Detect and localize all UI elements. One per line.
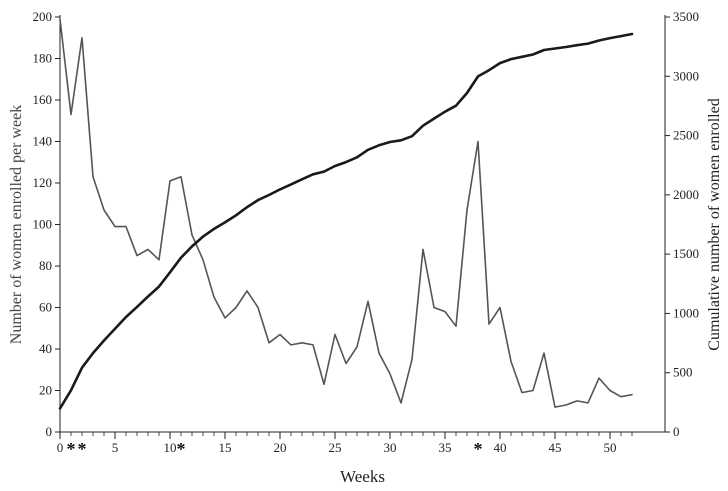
y-right-tick-label: 0 bbox=[673, 424, 680, 439]
y-right-axis-title: Cumulative number of women enrolled bbox=[706, 98, 723, 350]
y-right-tick-label: 500 bbox=[673, 365, 693, 380]
y-left-tick-label: 140 bbox=[33, 134, 53, 149]
week-asterisk-marker: * bbox=[177, 439, 186, 459]
y-left-tick-label: 160 bbox=[33, 92, 53, 107]
x-axis-title: Weeks bbox=[340, 467, 385, 486]
y-left-tick-label: 0 bbox=[46, 424, 53, 439]
weekly-enrollment-line bbox=[59, 18, 633, 408]
y-left-tick-label: 200 bbox=[33, 9, 53, 24]
y-left-tick-label: 20 bbox=[39, 383, 52, 398]
x-tick-label: 20 bbox=[274, 440, 287, 455]
y-left-tick-label: 60 bbox=[39, 300, 52, 315]
y-left-tick-label: 40 bbox=[39, 341, 52, 356]
x-tick-label: 0 bbox=[57, 440, 64, 455]
y-left-tick-label: 100 bbox=[33, 217, 53, 232]
x-tick-label: 25 bbox=[329, 440, 342, 455]
week-asterisk-marker: * bbox=[78, 439, 87, 459]
x-tick-label: 10 bbox=[164, 440, 177, 455]
y-left-tick-label: 120 bbox=[33, 175, 53, 190]
y-right-tick-label: 2500 bbox=[673, 128, 699, 143]
y-left-axis-title: Number of women enrolled per week bbox=[8, 105, 25, 344]
x-tick-label: 15 bbox=[219, 440, 232, 455]
x-tick-label: 40 bbox=[494, 440, 507, 455]
y-left-tick-label: 80 bbox=[39, 258, 52, 273]
week-asterisk-marker: * bbox=[67, 439, 76, 459]
y-right-tick-label: 3500 bbox=[673, 9, 699, 24]
y-right-tick-label: 1500 bbox=[673, 246, 699, 261]
x-tick-label: 35 bbox=[439, 440, 452, 455]
y-right-tick-label: 2000 bbox=[673, 187, 699, 202]
x-tick-label: 45 bbox=[549, 440, 562, 455]
y-right-tick-label: 3000 bbox=[673, 68, 699, 83]
x-tick-label: 30 bbox=[384, 440, 397, 455]
x-tick-label: 5 bbox=[112, 440, 119, 455]
x-tick-label: 50 bbox=[604, 440, 617, 455]
y-right-tick-label: 1000 bbox=[673, 305, 699, 320]
y-left-tick-label: 180 bbox=[33, 51, 53, 66]
cumulative-enrollment-line bbox=[58, 32, 634, 410]
week-asterisk-marker: * bbox=[474, 439, 483, 459]
